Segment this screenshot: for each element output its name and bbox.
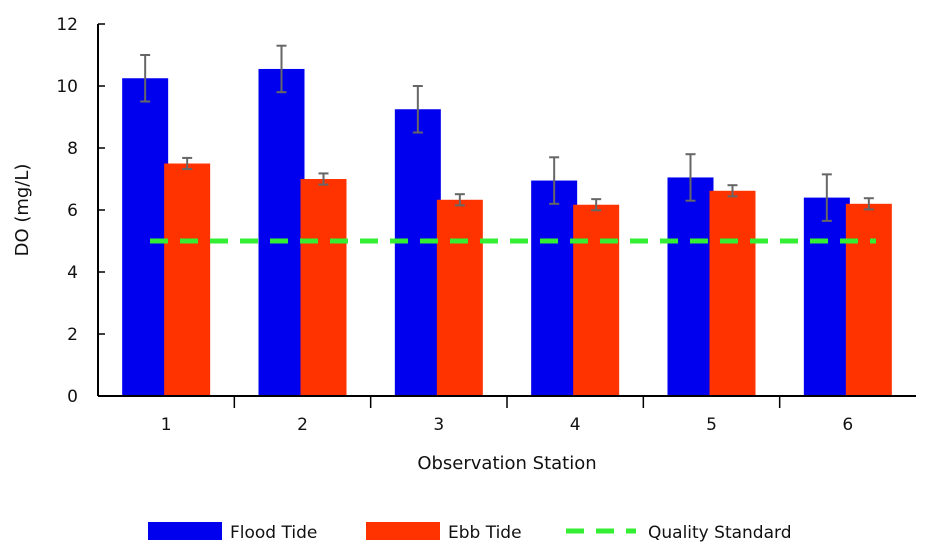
x-tick-label: 6	[842, 415, 853, 435]
legend-label-ebb-tide: Ebb Tide	[448, 523, 522, 543]
bar-ebb-tide	[845, 203, 892, 396]
y-tick-label: 4	[67, 263, 78, 283]
bar-ebb-tide	[709, 190, 756, 396]
bar-flood-tide	[122, 78, 169, 396]
legend: Flood Tide Ebb Tide Quality Standard	[148, 522, 792, 543]
x-axis-title: Observation Station	[417, 453, 596, 474]
legend-swatch-flood-tide	[148, 522, 222, 540]
x-tick-label: 1	[161, 415, 172, 435]
x-tick-label: 2	[297, 415, 308, 435]
legend-swatch-ebb-tide	[366, 522, 440, 540]
x-axis-ticks: 1 2 3 4 5 6	[161, 396, 853, 435]
y-tick-label: 0	[67, 387, 78, 407]
y-tick-label: 8	[67, 139, 78, 159]
bars	[122, 68, 892, 396]
x-tick-label: 5	[706, 415, 717, 435]
bar-flood-tide	[531, 180, 578, 396]
legend-label-flood-tide: Flood Tide	[230, 523, 317, 543]
bar-ebb-tide	[300, 179, 347, 396]
y-tick-label: 10	[56, 77, 78, 97]
bar-flood-tide	[258, 68, 305, 396]
y-tick-label: 2	[67, 325, 78, 345]
y-axis-ticks: 0 2 4 6 8 10 12	[56, 15, 105, 407]
legend-label-quality-standard: Quality Standard	[648, 523, 792, 543]
axes	[97, 24, 916, 397]
y-tick-label: 12	[56, 15, 78, 35]
y-axis-title: DO (mg/L)	[12, 164, 33, 257]
bar-flood-tide	[803, 197, 850, 396]
bar-ebb-tide	[164, 163, 211, 396]
bar-ebb-tide	[436, 199, 483, 396]
bar-ebb-tide	[573, 204, 620, 396]
error-bars	[140, 44, 874, 222]
x-tick-label: 3	[433, 415, 444, 435]
bar-flood-tide	[394, 109, 441, 396]
x-tick-label: 4	[570, 415, 581, 435]
y-tick-label: 6	[67, 201, 78, 221]
bar-flood-tide	[667, 177, 714, 396]
